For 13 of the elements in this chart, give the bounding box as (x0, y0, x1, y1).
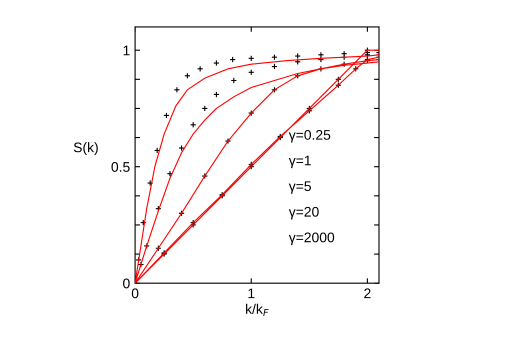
y-tick-label: 0 (123, 278, 130, 288)
annotation: γ=20 (288, 206, 319, 220)
annotation: γ=0.25 (288, 130, 330, 143)
x-tick-label: 0 (132, 288, 138, 298)
annotation: γ=5 (288, 181, 311, 194)
x-tick-label: 2 (364, 288, 371, 298)
x-tick-label: 1 (248, 288, 254, 298)
y-tick-label: 1 (124, 46, 130, 56)
x-axis-title: k/k$_{F}$ (246, 304, 269, 316)
y-tick-label: 0.5 (111, 162, 130, 172)
annotation: γ=2000 (288, 232, 334, 246)
annotation: γ=1 (288, 156, 311, 168)
y-axis-title: S(k) (74, 142, 98, 156)
